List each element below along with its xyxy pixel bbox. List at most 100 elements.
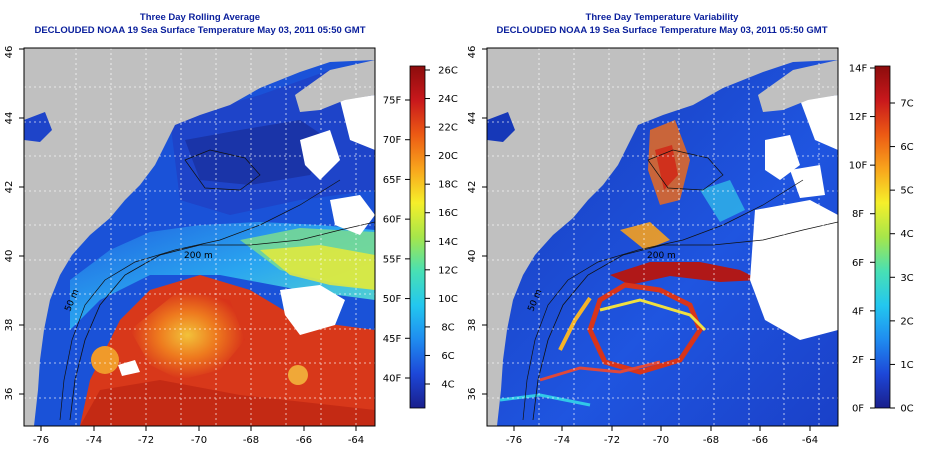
- filament: [539, 360, 661, 382]
- colorbar-label: 12C: [438, 265, 458, 276]
- panel-rolling-average: Three Day Rolling Average DECLOUDED NOAA…: [4, 12, 458, 446]
- panel-temperature-variability: Three Day Temperature Variability DECLOU…: [467, 12, 914, 446]
- cloud-mask: [330, 195, 375, 235]
- cloud-mask: [280, 285, 345, 335]
- y-axis: 36 38 40 42 44 46: [467, 46, 487, 401]
- colorbar-label: 26C: [438, 66, 458, 77]
- colorbar-label: 16C: [438, 208, 458, 219]
- sst-map: 200 m 50 m: [24, 48, 375, 426]
- y-tick-label: 40: [4, 250, 15, 263]
- warm-ring: [288, 365, 308, 385]
- colorbar-fahrenheit-labels: 40F 45F 50F 55F 60F 65F 70F 75F: [383, 96, 410, 385]
- y-tick-label: 36: [467, 388, 478, 401]
- land-mass-nova-scotia: [295, 60, 375, 112]
- y-tick-label: 38: [467, 319, 478, 332]
- colorbar-fahrenheit-labels: 0F 2F 4F 6F 8F 10F 12F 14F: [849, 64, 875, 415]
- cloud-mask: [118, 360, 140, 376]
- x-tick-label: -64: [802, 435, 818, 446]
- colorbar-label: 70F: [383, 135, 402, 146]
- colorbar-label: 4C: [441, 380, 454, 391]
- contour-georges-bank: [184, 149, 261, 191]
- y-tick-label: 44: [4, 112, 15, 125]
- y-tick-label: 44: [467, 112, 478, 125]
- cold-basin: [185, 120, 330, 185]
- filament: [558, 296, 592, 351]
- x-tick-label: -74: [86, 435, 102, 446]
- cloud-mask: [765, 135, 800, 180]
- colorbar-label: 5C: [900, 186, 913, 197]
- colorbar-celsius-labels: 0C 1C 2C 3C 4C 5C 6C 7C: [890, 99, 914, 415]
- colorbar-label: 4C: [900, 229, 913, 240]
- x-tick-label: -66: [752, 435, 768, 446]
- cloud-mask: [340, 95, 375, 150]
- y-tick-label: 46: [4, 46, 15, 59]
- colorbar-celsius-labels: 4C 6C 8C 10C 12C 14C 16C 18C 20C 22C 24C 26C: [425, 66, 458, 391]
- colorbar-label: 3C: [900, 273, 913, 284]
- colorbar-label: 6C: [900, 142, 913, 153]
- x-tick-label: -74: [554, 435, 570, 446]
- filament: [599, 298, 707, 332]
- grid-lines: [24, 48, 375, 426]
- colorbar-label: 6C: [441, 351, 454, 362]
- panel-subtitle: DECLOUDED NOAA 19 Sea Surface Temperatur…: [34, 25, 365, 36]
- gulf-stream-core: [80, 380, 375, 426]
- colorbar-label: 8C: [441, 322, 454, 333]
- x-tick-label: -70: [191, 435, 207, 446]
- inland-water: [487, 112, 515, 142]
- panel-title: Three Day Rolling Average: [140, 12, 260, 23]
- y-tick-label: 36: [4, 388, 15, 401]
- y-tick-label: 38: [4, 319, 15, 332]
- cloud-mask: [800, 95, 838, 150]
- x-tick-label: -72: [604, 435, 620, 446]
- colorbar-label: 8F: [852, 209, 864, 220]
- colorbar-label: 60F: [383, 215, 402, 226]
- colorbar-gradient: [874, 65, 891, 409]
- y-tick-label: 40: [467, 250, 478, 263]
- cloud-mask: [790, 165, 825, 198]
- land-mass: [487, 48, 838, 426]
- colorbar-label: 24C: [438, 94, 458, 105]
- moderate-variability-patch: [700, 180, 745, 222]
- colorbar-label: 14C: [438, 237, 458, 248]
- colorbar-temperature: 4C 6C 8C 10C 12C 14C 16C 18C 20C 22C 24C 26C 40F 45F…: [383, 66, 458, 409]
- y-tick-label: 42: [4, 181, 15, 194]
- x-tick-label: -72: [138, 435, 154, 446]
- y-axis: 36 38 40 42 44 46: [4, 46, 24, 401]
- colorbar-label: 2F: [852, 355, 864, 366]
- colorbar-label: 50F: [383, 294, 402, 305]
- high-variability-patch: [620, 222, 670, 250]
- x-tick-label: -70: [653, 435, 669, 446]
- colorbar-label: 10C: [438, 294, 458, 305]
- x-axis: -76 -74 -72 -70 -68 -66 -64: [33, 426, 364, 446]
- land-mass: [24, 48, 375, 426]
- colorbar-label: 4F: [852, 306, 864, 317]
- colorbar-gradient: [409, 65, 426, 409]
- land-mass-nova-scotia: [758, 60, 838, 112]
- contour-200m: [69, 221, 375, 421]
- colorbar-label: 14F: [849, 64, 868, 75]
- x-tick-label: -68: [243, 435, 259, 446]
- inland-water: [24, 112, 52, 142]
- colorbar-label: 40F: [383, 374, 402, 385]
- y-tick-label: 42: [467, 181, 478, 194]
- contour-50m: [522, 179, 804, 421]
- x-tick-label: -64: [348, 435, 364, 446]
- colorbar-variability: 0F 2F 4F 6F 8F 10F 12F 14F 0C 1C 2C 3C 4C 5C 6C 7C: [849, 64, 914, 415]
- variability-map: 200 m 50 m: [487, 48, 838, 426]
- x-tick-label: -76: [506, 435, 522, 446]
- contour-label-200m: 200 m: [184, 251, 213, 261]
- contour-200m: [532, 221, 838, 421]
- colorbar-label: 45F: [383, 334, 402, 345]
- x-tick-label: -76: [33, 435, 49, 446]
- panel-subtitle: DECLOUDED NOAA 19 Sea Surface Temperatur…: [496, 25, 827, 36]
- colorbar-label: 10F: [849, 161, 868, 172]
- colorbar-label: 22C: [438, 123, 458, 134]
- y-tick-label: 46: [467, 46, 478, 59]
- cloud-mask: [750, 200, 838, 340]
- x-axis: -76 -74 -72 -70 -68 -66 -64: [506, 426, 818, 446]
- panel-title: Three Day Temperature Variability: [586, 12, 740, 23]
- colorbar-label: 7C: [900, 99, 913, 110]
- contour-50m: [59, 179, 341, 421]
- colorbar-label: 6F: [852, 258, 864, 269]
